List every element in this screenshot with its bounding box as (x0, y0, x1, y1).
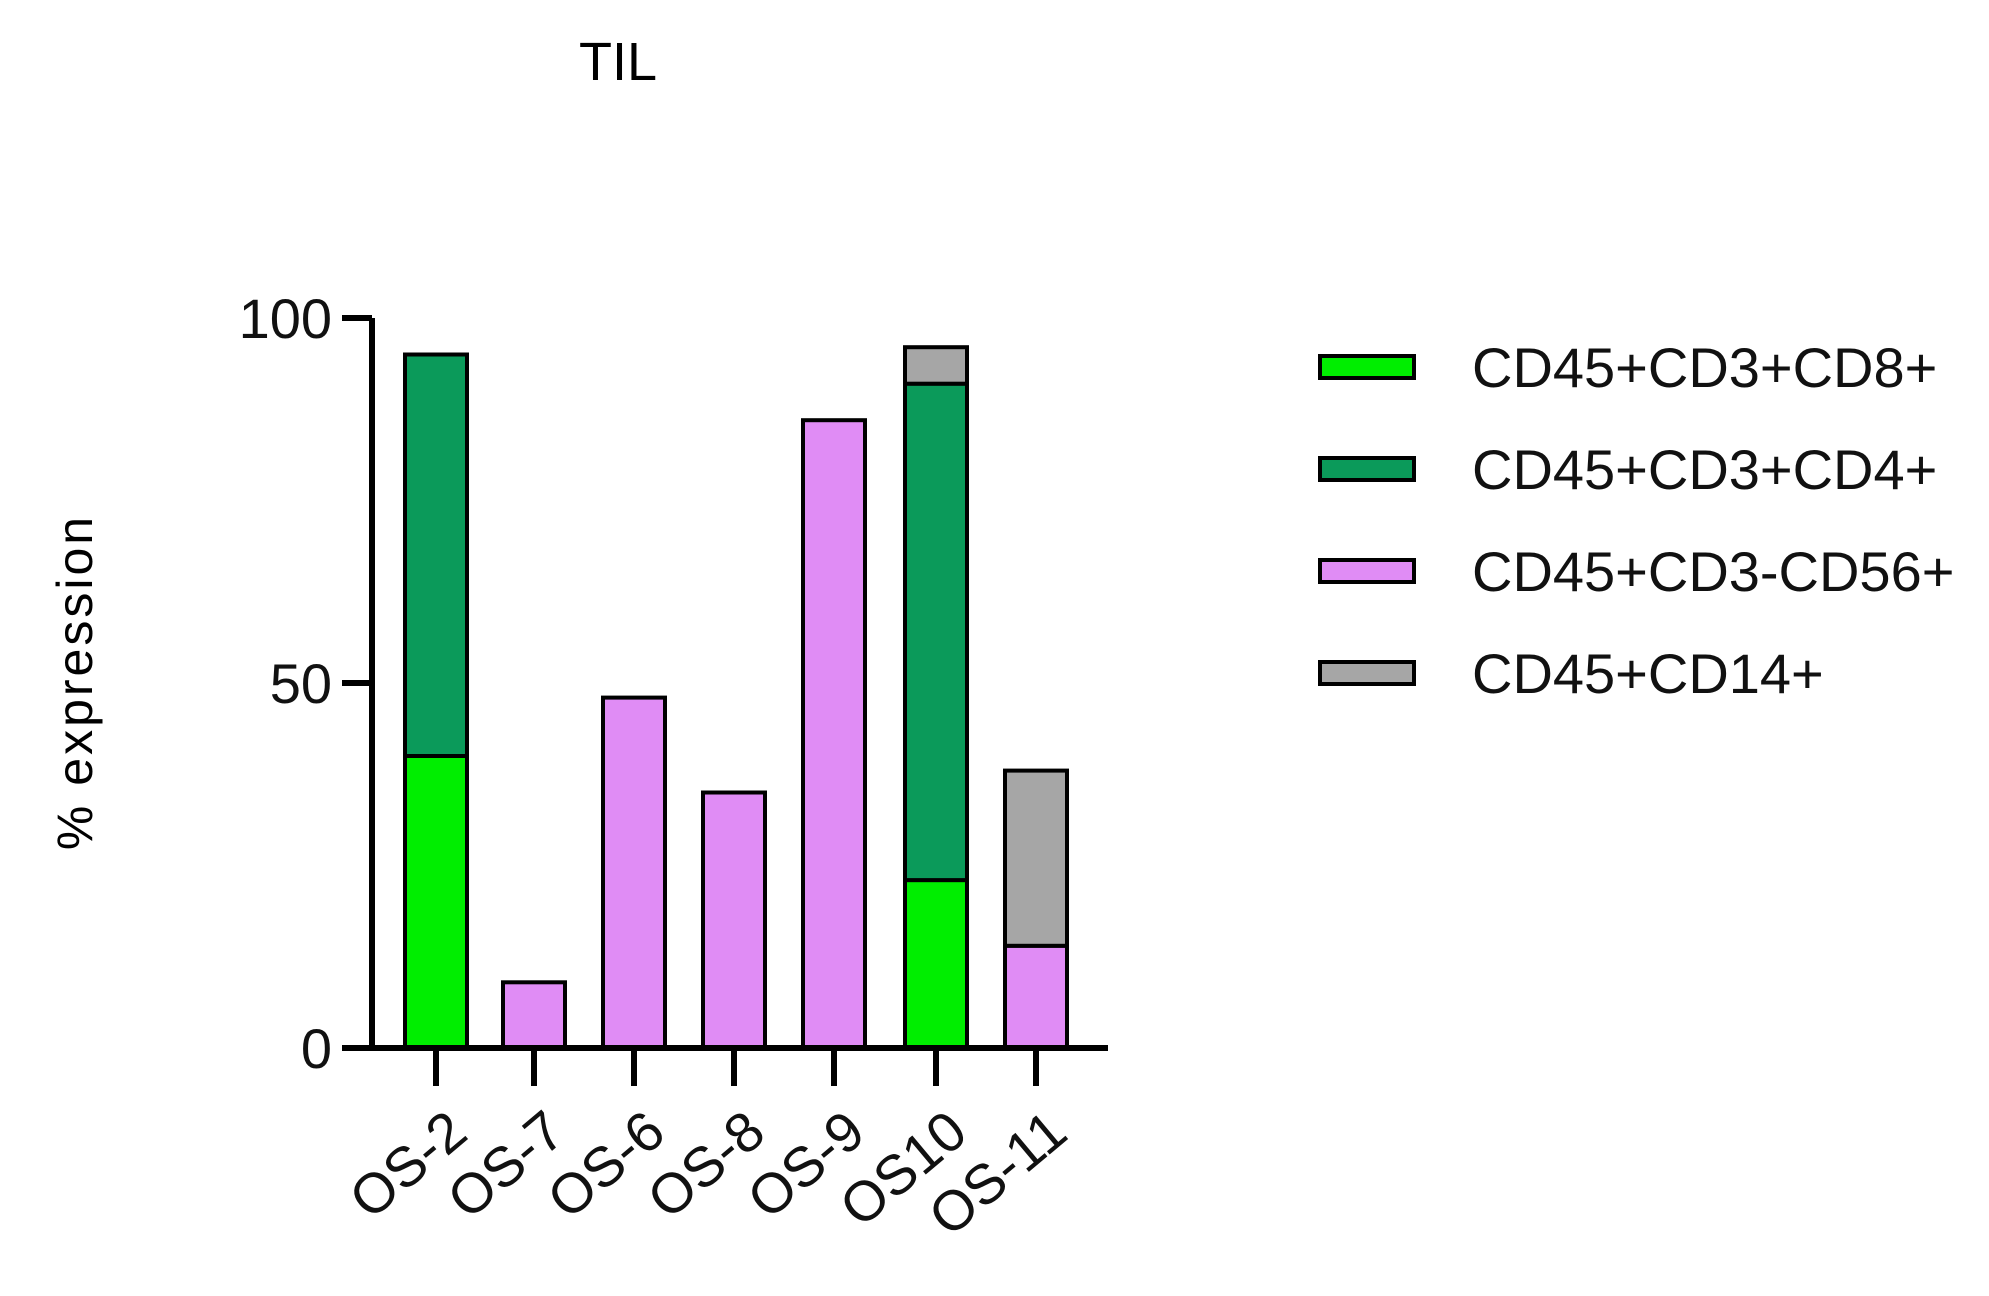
bar-os-2-series-1 (403, 754, 469, 1050)
legend-label-1: CD45+CD3+CD8+ (1472, 336, 1937, 399)
y-tick-label-0: 0 (301, 1017, 332, 1080)
chart-title: TIL (579, 32, 657, 92)
bar-os-8-series-3 (701, 790, 767, 1050)
y-tick-label-50: 50 (270, 652, 332, 715)
bar-os10-series-2 (903, 381, 969, 883)
legend-label-4: CD45+CD14+ (1472, 642, 1824, 705)
bar-os-11-series-3 (1003, 943, 1069, 1050)
bar-os-11-series-4 (1003, 768, 1069, 948)
legend: CD45+CD3+CD8+ CD45+CD3+CD4+ CD45+CD3-CD56+… (1318, 336, 1954, 705)
y-tick-label-100: 100 (239, 287, 332, 350)
x-tick-label-os-6: OS-6 (535, 1098, 676, 1230)
bar-os-9-series-3 (801, 418, 867, 1050)
bar-os10-series-1 (903, 878, 969, 1050)
legend-swatch-3 (1318, 558, 1416, 584)
legend-label-2: CD45+CD3+CD4+ (1472, 438, 1937, 501)
bar-os-6-series-3 (601, 695, 667, 1050)
legend-swatch-1 (1318, 354, 1416, 380)
bar-os-7-series-3 (501, 980, 567, 1050)
bar-os10-series-4 (903, 345, 969, 386)
bar-os-2-series-2 (403, 352, 469, 758)
y-axis-title: % expression (47, 514, 103, 850)
x-tick-label-os-8: OS-8 (635, 1098, 776, 1230)
legend-label-3: CD45+CD3-CD56+ (1472, 540, 1954, 603)
legend-swatch-4 (1318, 660, 1416, 686)
legend-swatch-2 (1318, 456, 1416, 482)
x-tick-label-os-7: OS-7 (435, 1098, 576, 1230)
